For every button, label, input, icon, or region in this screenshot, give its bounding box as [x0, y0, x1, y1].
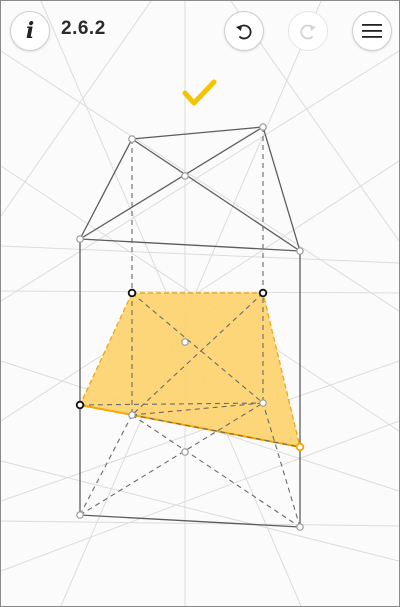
vertex-point — [181, 172, 189, 180]
hidden-edges — [79, 127, 301, 528]
level-label: 2.6.2 — [61, 18, 106, 39]
vertex-points[interactable] — [76, 123, 304, 531]
menu-button[interactable] — [352, 11, 392, 51]
redo-icon — [300, 24, 316, 40]
undo-button[interactable] — [224, 11, 264, 51]
redo-button[interactable] — [288, 11, 328, 51]
section-polygon[interactable] — [78, 292, 301, 448]
undo-icon — [236, 24, 252, 40]
info-icon: i — [25, 18, 35, 44]
checkmark-icon — [182, 79, 217, 106]
vertex-point — [181, 338, 189, 346]
section-point — [258, 288, 268, 298]
vertex-point — [296, 523, 304, 531]
section-point — [127, 288, 137, 298]
vertex-point — [181, 448, 189, 456]
vertex-point — [128, 135, 136, 143]
vertex-point — [296, 247, 304, 255]
vertex-point — [128, 411, 136, 419]
vertex-point — [76, 511, 84, 519]
vertex-point — [259, 399, 267, 407]
vertex-point — [259, 123, 267, 131]
section-point-accent[interactable] — [295, 442, 305, 452]
section-point — [75, 400, 85, 410]
section-edge-solid — [79, 404, 301, 448]
info-button[interactable]: i — [10, 11, 50, 51]
vertex-point — [76, 235, 84, 243]
hamburger-menu-icon — [362, 24, 382, 38]
section-points[interactable] — [75, 288, 268, 410]
